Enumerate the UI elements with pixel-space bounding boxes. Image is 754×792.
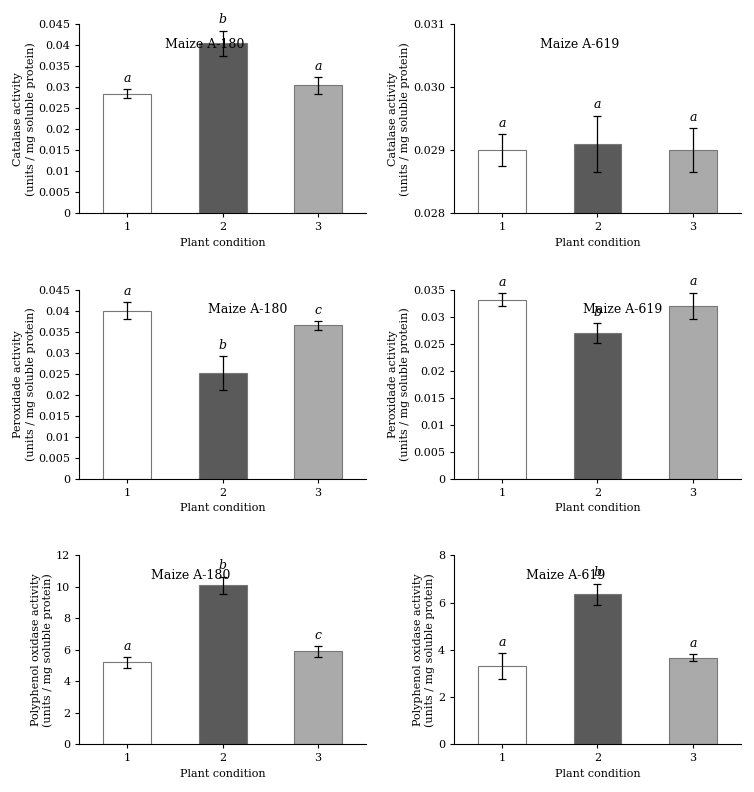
X-axis label: Plant condition: Plant condition xyxy=(180,503,265,513)
Text: a: a xyxy=(314,59,322,73)
Text: Maize A-180: Maize A-180 xyxy=(208,303,288,316)
Y-axis label: Peroxidade activity
(units / mg soluble protein): Peroxidade activity (units / mg soluble … xyxy=(14,307,35,461)
X-axis label: Plant condition: Plant condition xyxy=(180,769,265,779)
Y-axis label: Peroxidade activity
(units / mg soluble protein): Peroxidade activity (units / mg soluble … xyxy=(388,307,410,461)
X-axis label: Plant condition: Plant condition xyxy=(180,238,265,248)
Bar xyxy=(574,333,621,478)
Bar xyxy=(294,326,342,478)
Text: a: a xyxy=(498,117,506,130)
Text: Maize A-619: Maize A-619 xyxy=(540,37,619,51)
Text: a: a xyxy=(124,640,131,653)
Bar xyxy=(478,666,526,744)
Bar xyxy=(199,44,247,213)
Text: c: c xyxy=(314,629,322,642)
Text: a: a xyxy=(498,636,506,649)
Text: b: b xyxy=(219,339,227,352)
Bar xyxy=(199,373,247,478)
Text: c: c xyxy=(314,304,322,317)
Y-axis label: Catalase activity
(units / mg soluble protein): Catalase activity (units / mg soluble pr… xyxy=(14,42,35,196)
Text: a: a xyxy=(124,285,131,299)
Bar xyxy=(294,651,342,744)
Text: Maize A-180: Maize A-180 xyxy=(151,569,231,581)
Bar xyxy=(669,306,717,478)
Text: a: a xyxy=(689,276,697,288)
Y-axis label: Catalase activity
(units / mg soluble protein): Catalase activity (units / mg soluble pr… xyxy=(388,42,410,196)
Bar xyxy=(478,150,526,792)
X-axis label: Plant condition: Plant condition xyxy=(555,769,640,779)
Text: b: b xyxy=(593,566,602,580)
X-axis label: Plant condition: Plant condition xyxy=(555,503,640,513)
X-axis label: Plant condition: Plant condition xyxy=(555,238,640,248)
Bar xyxy=(103,93,151,213)
Y-axis label: Polyphenol oxidase activity
(units / mg soluble protein): Polyphenol oxidase activity (units / mg … xyxy=(413,573,435,726)
Text: Maize A-619: Maize A-619 xyxy=(526,569,605,581)
Bar xyxy=(478,299,526,478)
Bar xyxy=(103,310,151,478)
Bar xyxy=(574,144,621,792)
Bar xyxy=(574,594,621,744)
Text: b: b xyxy=(219,559,227,573)
Bar xyxy=(103,662,151,744)
Text: Maize A-619: Maize A-619 xyxy=(583,303,662,316)
Text: a: a xyxy=(689,111,697,124)
Bar xyxy=(669,658,717,744)
Text: b: b xyxy=(593,306,602,319)
Text: a: a xyxy=(689,638,697,650)
Text: Maize A-180: Maize A-180 xyxy=(165,37,245,51)
Bar xyxy=(294,85,342,213)
Text: a: a xyxy=(593,98,601,112)
Text: b: b xyxy=(219,13,227,26)
Text: a: a xyxy=(498,276,506,289)
Y-axis label: Polyphenol oxidase activity
(units / mg soluble protein): Polyphenol oxidase activity (units / mg … xyxy=(31,573,54,726)
Bar xyxy=(199,585,247,744)
Bar xyxy=(669,150,717,792)
Text: a: a xyxy=(124,72,131,86)
